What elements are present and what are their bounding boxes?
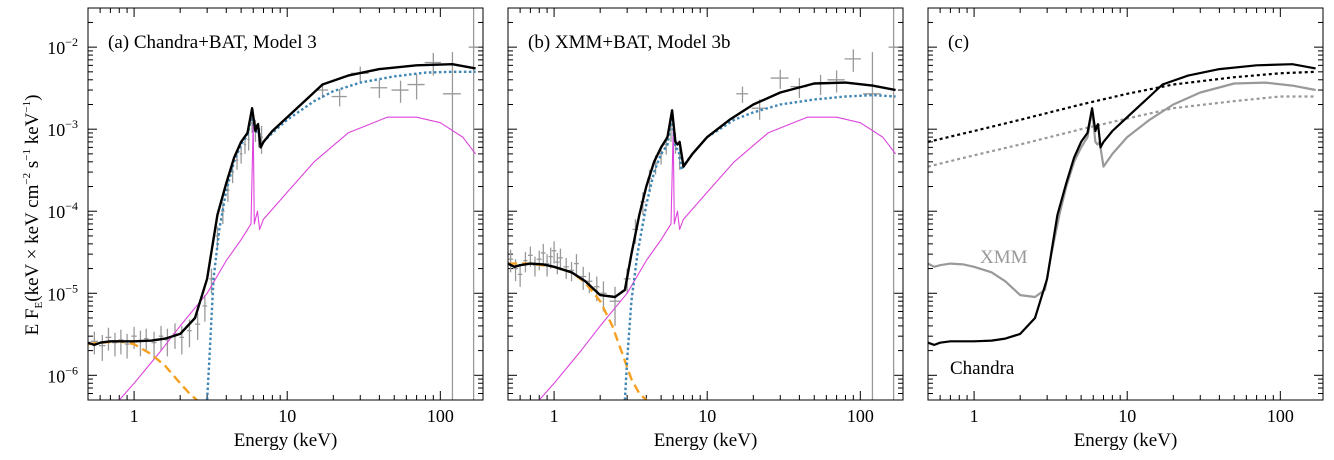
x-tick-label: 100 (427, 406, 454, 426)
y-axis-label: E FE(keV × keV cm−2 s−1 keV−1) (21, 95, 45, 336)
panel-a: 1 10 100 Energy (keV) 10−6 10−5 10−4 10−3 10−2 (a… (47, 7, 484, 451)
series-orange (508, 262, 648, 400)
y-tick-label: 10−6 (47, 363, 78, 386)
series-xmm-total (928, 81, 1316, 299)
x-tick-label: 1 (970, 406, 979, 426)
panel-title: (a) Chandra+BAT, Model 3 (108, 32, 317, 53)
series-xmm-intrinsic (928, 95, 1316, 168)
x-tick-label: 10 (698, 406, 716, 426)
x-tick-label: 100 (847, 406, 874, 426)
panel-title: (b) XMM+BAT, Model 3b (528, 32, 730, 53)
x-tick-label: 1 (130, 406, 139, 426)
series-total (508, 81, 896, 299)
series-magenta (538, 116, 897, 400)
series-orange (88, 340, 199, 400)
series-blue (623, 93, 896, 400)
series-chandra-total (928, 63, 1316, 346)
series-total (88, 63, 476, 347)
panel-b: 1 10 100 Energy (keV) (b) XMM+BAT, Model 3b (507, 7, 904, 451)
plot-frame (87, 7, 484, 401)
x-tick-label: 100 (1267, 406, 1294, 426)
x-axis-label: Energy (keV) (234, 430, 338, 451)
series-chandra-intrinsic (928, 70, 1316, 143)
plot-frame (927, 7, 1324, 401)
series-blue (205, 70, 476, 400)
x-axis-label: Energy (keV) (1074, 430, 1178, 451)
panel-title: (c) (948, 32, 969, 53)
y-tick-label: 10−5 (47, 281, 78, 304)
x-tick-label: 1 (550, 406, 559, 426)
data-points (508, 8, 899, 400)
x-tick-label: 10 (278, 406, 296, 426)
y-tick-label: 10−4 (47, 199, 78, 222)
plot-frame (507, 7, 904, 401)
y-tick-label: 10−2 (47, 35, 78, 58)
x-tick-label: 10 (1118, 406, 1136, 426)
series-magenta (118, 116, 477, 400)
y-tick-label: 10−3 (47, 117, 78, 140)
x-axis-label: Energy (keV) (654, 430, 758, 451)
annotation-chandra: Chandra (950, 358, 1015, 379)
annotation-xmm: XMM (980, 247, 1028, 268)
panel-c: 1 10 100 Energy (keV) (c) XMM Chandra (927, 7, 1324, 451)
